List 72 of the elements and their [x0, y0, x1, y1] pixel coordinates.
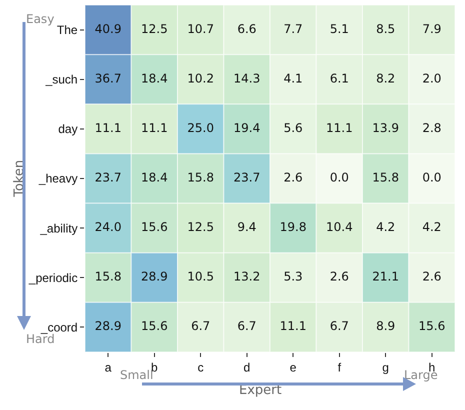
text: Easy — [26, 12, 54, 26]
data-label: 6.7 — [237, 319, 256, 334]
data-label: 19.8 — [280, 220, 306, 234]
data-label: 6.7 — [330, 319, 349, 334]
data-label: 2.6 — [422, 270, 442, 284]
data-label: 15.8 — [372, 170, 399, 184]
x-tick-label: g — [382, 360, 389, 374]
data-label: 15.6 — [141, 319, 168, 334]
data-label: 18.4 — [141, 71, 168, 86]
data-label: 0.0 — [422, 170, 442, 184]
data-label: 10.4 — [326, 220, 353, 234]
y-tick-label: The — [56, 22, 78, 37]
data-label: 23.7 — [234, 170, 260, 184]
y-tick-label: _ability — [39, 221, 78, 236]
data-label: 15.6 — [141, 220, 168, 234]
data-label: 4.1 — [284, 71, 303, 86]
data-label: 19.4 — [234, 120, 260, 135]
data-label: 25.0 — [187, 120, 214, 135]
data-label: 21.1 — [372, 270, 399, 284]
data-label: 11.1 — [141, 120, 168, 135]
data-label: 6.1 — [330, 71, 349, 86]
y-tick-label: _heavy — [38, 172, 78, 186]
data-label: 11.1 — [94, 120, 122, 135]
data-label: 5.6 — [284, 120, 303, 135]
y-tick-label: day — [58, 122, 78, 136]
data-label: 13.2 — [234, 270, 260, 284]
data-label: 10.2 — [187, 71, 214, 86]
data-label: 15.8 — [94, 270, 122, 284]
data-label: 11.1 — [326, 120, 353, 135]
data-label: 13.9 — [372, 120, 399, 135]
data-label: 2.0 — [422, 71, 442, 86]
data-label: 6.6 — [237, 22, 256, 36]
x-tick-label: e — [290, 360, 297, 374]
data-label: 8.2 — [376, 71, 396, 86]
x-tick-label: a — [104, 360, 112, 374]
data-label: 40.9 — [94, 22, 122, 36]
data-label: 8.5 — [376, 22, 396, 36]
text: Hard — [26, 332, 55, 346]
data-label: 6.7 — [191, 319, 210, 334]
data-label: 28.9 — [141, 270, 168, 284]
data-label: 15.6 — [418, 319, 446, 334]
data-label: 28.9 — [94, 319, 122, 334]
data-label: 2.8 — [422, 120, 442, 135]
data-label: 4.2 — [422, 220, 442, 234]
data-label: 4.2 — [376, 220, 396, 234]
data-label: 12.5 — [187, 220, 214, 234]
data-label: 14.3 — [234, 71, 260, 86]
data-label: 24.0 — [94, 220, 122, 234]
data-label: 2.6 — [330, 270, 349, 284]
data-label: 8.9 — [376, 319, 396, 334]
data-label: 0.0 — [330, 170, 349, 184]
x-tick-label: f — [338, 360, 342, 374]
y-tick-label: _coord — [40, 320, 78, 334]
x-tick-label: c — [198, 360, 204, 374]
data-label: 10.7 — [187, 22, 214, 36]
data-label: 9.4 — [237, 220, 256, 234]
data-label: 11.1 — [280, 319, 306, 334]
y-tick-label: _such — [44, 72, 78, 87]
data-label: 7.9 — [422, 22, 442, 36]
data-label: 10.5 — [187, 270, 214, 284]
data-label: 5.1 — [330, 22, 349, 36]
data-label: 36.7 — [94, 71, 122, 86]
y-tick-label: _periodic — [28, 270, 78, 285]
x-tick-label: b — [151, 360, 158, 374]
data-label: 23.7 — [94, 170, 122, 184]
data-label: 12.5 — [141, 22, 168, 36]
data-label: 15.8 — [187, 170, 214, 184]
x-tick-label: d — [244, 360, 250, 374]
data-label: 5.3 — [284, 270, 303, 284]
data-label: 2.6 — [284, 170, 303, 184]
data-label: 7.7 — [284, 22, 303, 36]
data-label: 18.4 — [141, 170, 168, 184]
